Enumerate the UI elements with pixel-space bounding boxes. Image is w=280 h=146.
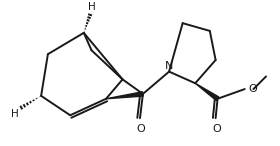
Text: O: O xyxy=(212,124,221,134)
Text: H: H xyxy=(11,110,19,119)
Polygon shape xyxy=(106,92,143,99)
Text: H: H xyxy=(88,2,95,13)
Text: O: O xyxy=(137,124,145,134)
Text: N: N xyxy=(165,61,173,71)
Polygon shape xyxy=(195,83,219,101)
Text: O: O xyxy=(249,84,257,94)
